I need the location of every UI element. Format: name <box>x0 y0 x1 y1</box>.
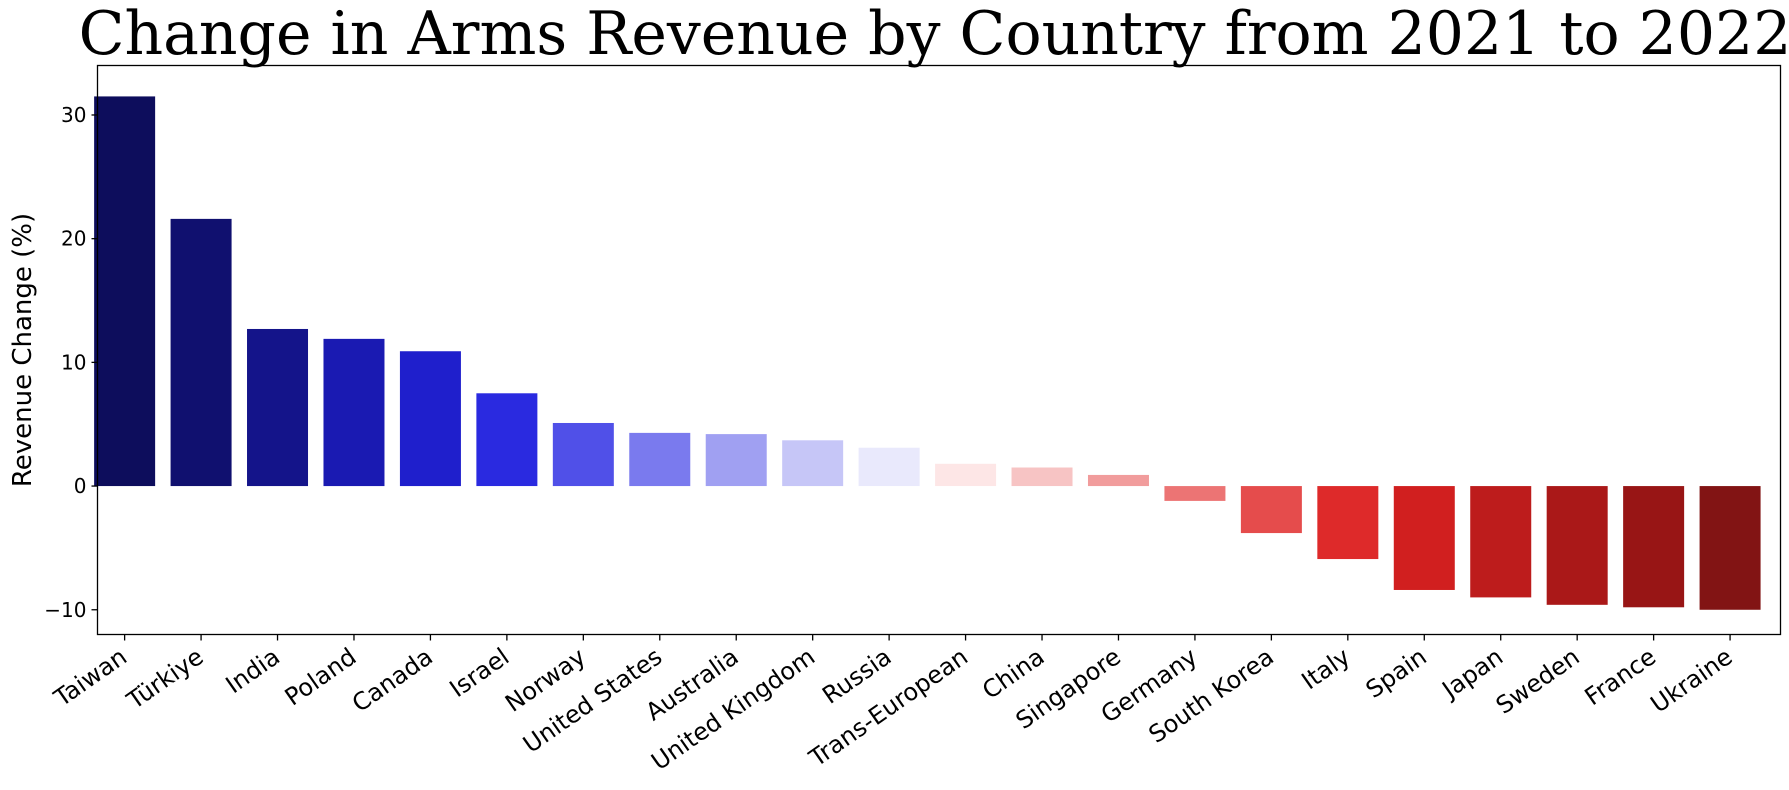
x-tick-label: Türkiye <box>121 642 208 715</box>
bar-russia <box>858 447 920 487</box>
x-tick-label: Sweden <box>1491 642 1585 719</box>
bar-china <box>1011 467 1073 487</box>
x-tick-label: India <box>221 642 285 699</box>
x-tick-label: Canada <box>347 642 438 717</box>
bar-france <box>1623 486 1685 608</box>
plot-area-frame <box>96 64 1782 636</box>
bar-spain <box>1393 486 1455 590</box>
y-axis-label: Revenue Change (%) <box>8 213 38 487</box>
x-tick-label: Ukraine <box>1646 642 1738 718</box>
bar-germany <box>1164 486 1226 501</box>
bar-norway <box>552 422 614 487</box>
chart-title: Change in Arms Revenue by Country from 2… <box>79 0 1789 69</box>
bar-japan <box>1470 486 1532 598</box>
y-axis: 30 20 10 0 −10 <box>44 103 98 622</box>
bar-united-kingdom <box>782 440 844 487</box>
bar-t-rkiye <box>170 218 232 487</box>
bar-india <box>247 328 309 487</box>
bar-italy <box>1317 486 1379 560</box>
x-tick-label: Italy <box>1297 642 1356 695</box>
y-tick-label: −10 <box>44 598 86 622</box>
bar-sweden <box>1546 486 1608 605</box>
x-tick-label: Taiwan <box>48 642 132 712</box>
x-tick-label: Poland <box>280 642 362 711</box>
bar-canada <box>399 351 461 487</box>
y-tick-label: 0 <box>74 474 87 498</box>
bar-united-states <box>629 432 691 487</box>
bar-trans-european <box>935 463 997 487</box>
bar-south-korea <box>1240 486 1302 534</box>
bar-australia <box>705 434 767 487</box>
bar-taiwan <box>94 96 156 487</box>
bar-poland <box>323 338 385 487</box>
bar-israel <box>476 393 538 487</box>
bar-ukraine <box>1699 486 1761 610</box>
x-tick-label: Spain <box>1361 642 1432 703</box>
y-tick-label: 30 <box>61 103 86 127</box>
y-tick-label: 20 <box>61 227 86 251</box>
bars-group <box>94 96 1761 610</box>
bar-singapore <box>1087 474 1149 487</box>
y-tick-label: 10 <box>61 350 86 374</box>
